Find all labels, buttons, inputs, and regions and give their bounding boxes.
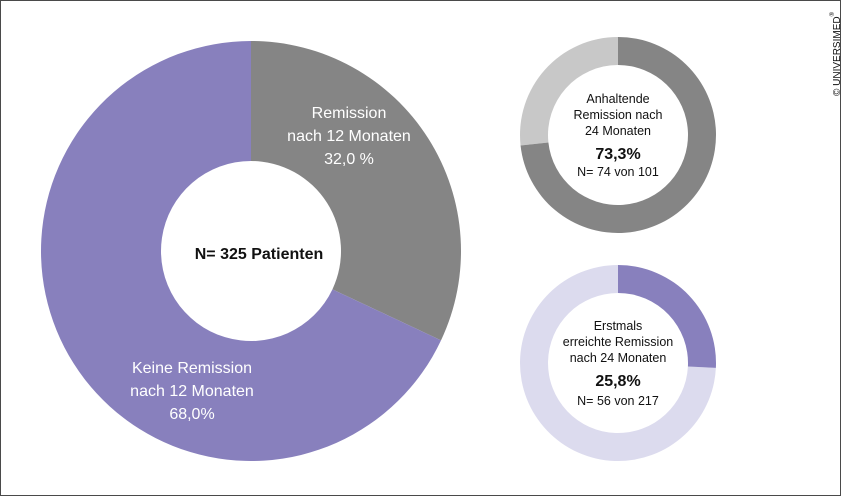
remission-label-line1: Remission bbox=[312, 105, 387, 122]
main-donut: N= 325 Patienten Remission nach 12 Monat… bbox=[41, 41, 461, 461]
remission-label-value: 32,0 % bbox=[324, 151, 374, 168]
sustained-remission-donut: Anhaltende Remission nach 24 Monaten 73,… bbox=[520, 37, 717, 233]
first-remission-donut: Erstmals erreichte Remission nach 24 Mon… bbox=[520, 265, 716, 461]
remission-label-line2: nach 12 Monaten bbox=[287, 128, 411, 145]
first-percent: 25,8% bbox=[595, 373, 640, 390]
sustained-title-line1: Anhaltende bbox=[586, 92, 649, 106]
donut-slice-remission-12m bbox=[251, 41, 461, 341]
donut-rest-sustained bbox=[520, 37, 618, 146]
main-center-label: N= 325 Patienten bbox=[195, 246, 324, 263]
registered-mark: ® bbox=[829, 11, 836, 16]
sustained-title-line2: Remission nach bbox=[574, 108, 663, 122]
figure-frame: N= 325 Patienten Remission nach 12 Monat… bbox=[0, 0, 841, 496]
first-title-line3: nach 24 Monaten bbox=[570, 351, 667, 365]
sustained-title-line3: 24 Monaten bbox=[585, 124, 651, 138]
copyright-notice: © UNIVERSIMED ® bbox=[829, 11, 843, 96]
first-title-line1: Erstmals bbox=[594, 319, 643, 333]
copyright-text: © UNIVERSIMED bbox=[832, 16, 843, 96]
no-remission-label-line2: nach 12 Monaten bbox=[130, 383, 254, 400]
no-remission-label-value: 68,0% bbox=[169, 406, 214, 423]
donut-value-first bbox=[618, 265, 716, 368]
sustained-percent: 73,3% bbox=[595, 146, 640, 163]
donut-slice-no-remission-12m bbox=[41, 41, 442, 461]
sustained-n: N= 74 von 101 bbox=[577, 165, 659, 179]
chart-canvas: N= 325 Patienten Remission nach 12 Monat… bbox=[41, 37, 717, 461]
first-title-line2: erreichte Remission bbox=[563, 335, 674, 349]
first-n: N= 56 von 217 bbox=[577, 394, 659, 408]
no-remission-label-line1: Keine Remission bbox=[132, 360, 252, 377]
